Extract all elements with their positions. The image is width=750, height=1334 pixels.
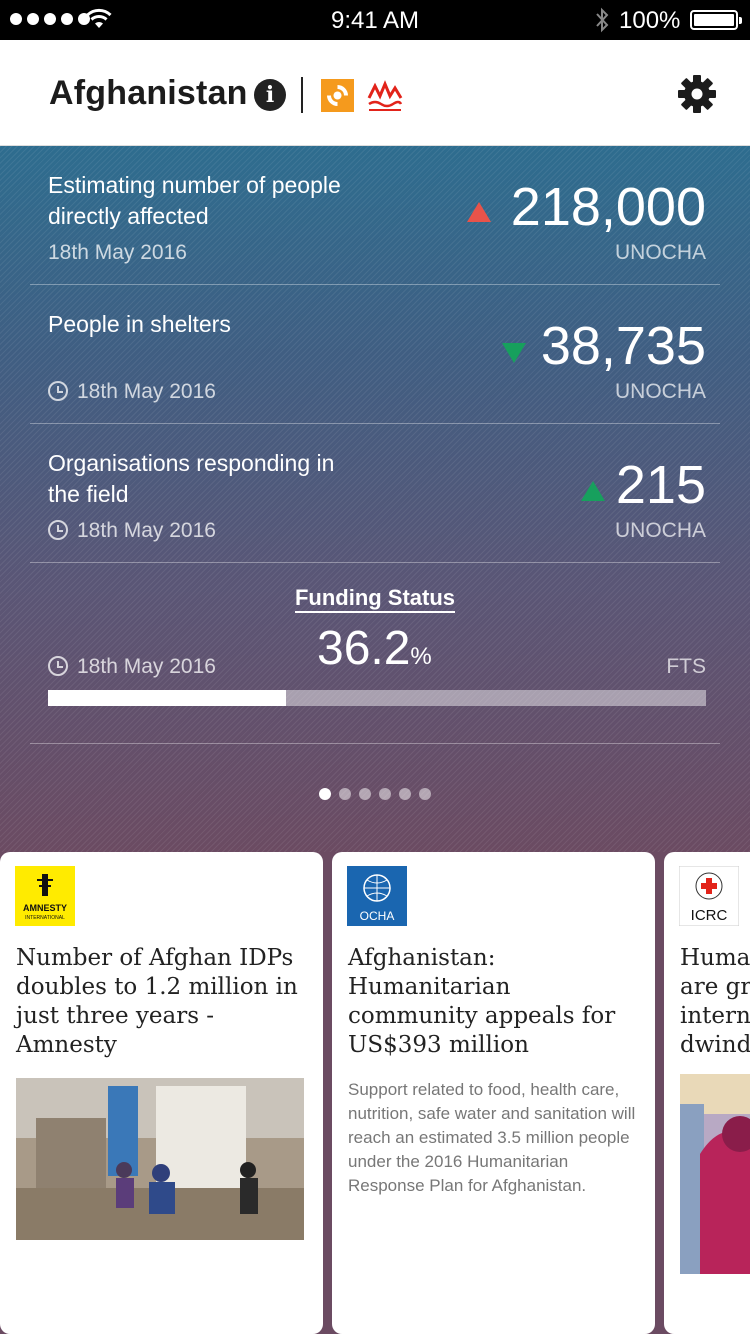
pager-dot[interactable] [379,788,391,800]
stat-date: 18th May 2016 [77,380,216,403]
news-title[interactable]: Huma are gr intern dwind [680,945,750,1058]
stat-date-row: 18th May 2016 [48,519,216,543]
svg-text:ICRC: ICRC [691,907,728,924]
icrc-logo: ICRC [679,866,739,926]
stat-people-in-shelters[interactable]: People in shelters 18th May 2016 38,735 … [30,285,720,424]
stat-label: Estimating number of people directly aff… [48,172,341,229]
hazard-category-icon[interactable] [321,79,354,112]
app-header: Afghanistan i [0,40,750,146]
stat-source: UNOCHA [614,380,706,403]
page-title: Afghanistan [49,74,248,112]
status-bar: 9:41 AM 100% [0,0,750,40]
stat-value: 218,000 [510,177,706,237]
amnesty-logo: AMNESTY INTERNATIONAL [15,866,75,926]
pager-dot[interactable] [419,788,431,800]
trend-up-icon [467,202,491,222]
stat-label: Organisations responding in the field [48,450,335,507]
stat-people-affected[interactable]: Estimating number of people directly aff… [30,146,720,285]
header-divider [301,77,303,113]
funding-date: 18th May 2016 [77,655,216,678]
carousel-pager[interactable] [0,788,750,800]
pager-dot[interactable] [319,788,331,800]
stat-date: 18th May 2016 [77,519,216,542]
news-summary: Support related to food, health care, nu… [348,1080,636,1195]
funding-source: FTS [666,655,706,678]
trend-down-icon [502,343,526,363]
news-title[interactable]: Number of Afghan IDPs doubles to 1.2 mil… [16,945,298,1058]
stat-label: People in shelters [48,311,231,337]
stat-source: UNOCHA [614,241,706,264]
wifi-icon [86,8,112,28]
battery-percent: 100% [619,7,681,34]
svg-text:INTERNATIONAL: INTERNATIONAL [25,915,65,921]
funding-date-row: 18th May 2016 [48,655,216,679]
stat-date: 18th May 2016 [48,241,187,264]
stat-value: 38,735 [540,316,706,376]
stats-carousel[interactable]: Estimating number of people directly aff… [0,146,750,852]
clock-icon [48,381,68,401]
bluetooth-icon [596,7,609,33]
clock-icon [48,520,68,540]
svg-text:OCHA: OCHA [360,909,395,923]
funding-percent: 36.2% [317,622,432,675]
trend-up-icon [581,481,605,501]
ocha-logo: OCHA [347,866,407,926]
svg-text:AMNESTY: AMNESTY [23,903,67,913]
funding-progress-fill [48,690,287,706]
news-card-amnesty[interactable]: AMNESTY INTERNATIONAL Number of Afghan I… [0,852,323,1334]
news-card-icrc[interactable]: ICRC Huma are gr intern dwind [664,852,750,1334]
funding-title[interactable]: Funding Status [30,585,720,613]
stat-value: 215 [615,455,706,515]
news-carousel[interactable]: AMNESTY INTERNATIONAL Number of Afghan I… [0,852,750,1334]
news-card-ocha[interactable]: OCHA Afghanistan: Humanitarian community… [332,852,655,1334]
clock-icon [48,656,68,676]
battery-icon [690,10,742,30]
funding-status[interactable]: Funding Status 36.2% 18th May 2016 FTS [30,563,720,744]
gear-icon[interactable] [677,74,717,114]
news-title[interactable]: Afghanistan: Humanitarian community appe… [348,945,616,1058]
stat-organisations-responding[interactable]: Organisations responding in the field 18… [30,424,720,563]
news-photo[interactable] [680,1074,750,1274]
pager-dot[interactable] [359,788,371,800]
signal-strength-icon [10,13,90,25]
status-time: 9:41 AM [330,7,420,34]
pager-dot[interactable] [339,788,351,800]
pager-dot[interactable] [399,788,411,800]
stat-date-row: 18th May 2016 [48,380,216,404]
news-photo[interactable] [16,1078,304,1240]
stat-source: UNOCHA [614,519,706,542]
earthquake-category-icon[interactable] [367,78,403,114]
info-icon[interactable]: i [254,79,286,111]
funding-progress-bar [48,690,706,706]
